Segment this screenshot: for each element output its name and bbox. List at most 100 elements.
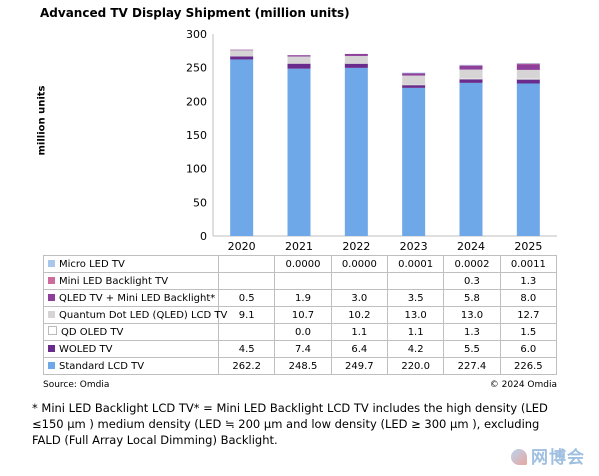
- value-cell: 0.3: [443, 272, 501, 290]
- value-cell: 3.0: [330, 289, 388, 307]
- bar-segment-0: [230, 59, 254, 237]
- legend-swatch: [48, 326, 57, 335]
- table-row: Quantum Dot LED (QLED) LCD TV 9.1 10.7 10.2…: [43, 306, 558, 324]
- value-cell: 0.0000: [274, 255, 332, 273]
- bar-segment-4: [344, 53, 368, 56]
- value-cell: 1.1: [386, 323, 445, 341]
- footnote: * Mini LED Backlight LCD TV* = Mini LED …: [32, 401, 548, 447]
- value-cell: [386, 272, 445, 290]
- value-cell: 6.4: [330, 340, 388, 358]
- legend-swatch: [48, 344, 55, 352]
- value-cell: 0.0000: [330, 255, 388, 273]
- value-cell: [330, 272, 388, 290]
- bar-segment-5: [516, 63, 540, 65]
- value-cell: 3.5: [386, 289, 445, 307]
- bar-segment-2: [459, 78, 483, 80]
- value-cell: [217, 272, 276, 290]
- value-cell: [217, 323, 276, 341]
- watermark-text: 网博会: [531, 448, 585, 468]
- series-label-cell: Standard LCD TV: [43, 357, 219, 375]
- legend-swatch: [48, 310, 55, 318]
- bar-segment-1: [287, 63, 311, 69]
- bar-segment-1: [459, 79, 483, 83]
- bar-segment-4: [230, 49, 254, 51]
- table-row: WOLED TV 4.5 7.4 6.4 4.2 5.5 6.0: [43, 340, 558, 358]
- bar-segment-0: [402, 87, 426, 236]
- value-cell: 4.2: [386, 340, 445, 358]
- legend-swatch: [48, 293, 55, 301]
- bar-segment-3: [230, 50, 254, 57]
- value-cell: 10.2: [330, 306, 388, 324]
- y-tick-label: 100: [186, 163, 207, 176]
- value-cell: 227.4: [443, 357, 501, 375]
- y-tick-label: 0: [200, 230, 207, 243]
- value-cell: 262.2: [217, 357, 276, 375]
- value-cell: 5.8: [443, 289, 501, 307]
- bar-segment-6: [516, 63, 540, 64]
- series-label-cell: Micro LED TV: [43, 255, 219, 273]
- x-tick-label: 2022: [342, 240, 370, 253]
- bar-segment-4: [459, 65, 483, 70]
- value-cell: 13.0: [443, 306, 501, 324]
- legend-swatch: [48, 276, 55, 284]
- value-cell: 5.5: [443, 340, 501, 358]
- value-cell: 0.5: [217, 289, 276, 307]
- bar-segment-1: [344, 63, 368, 68]
- table-row: Mini LED Backlight TV 0.3 1.3: [43, 272, 558, 290]
- x-tick-label: 2024: [457, 240, 485, 253]
- data-table: Micro LED TV 0.0000 0.0000 0.0001 0.0002 0.00…: [43, 255, 558, 375]
- value-cell: 1.3: [443, 323, 501, 341]
- y-tick-label: 200: [186, 95, 207, 108]
- bar-segment-3: [516, 69, 540, 79]
- value-cell: 8.0: [499, 289, 558, 307]
- watermark: 网博会: [511, 443, 585, 468]
- bar-segment-3: [459, 69, 483, 79]
- series-label-cell: QD OLED TV: [43, 323, 219, 341]
- bar-segment-1: [230, 56, 254, 60]
- chart-title: Advanced TV Display Shipment (million un…: [40, 6, 350, 20]
- value-cell: 1.3: [499, 272, 558, 290]
- bar-segment-0: [459, 82, 483, 236]
- bar-segment-4: [402, 73, 426, 76]
- y-tick-label: 250: [186, 62, 207, 75]
- series-label-cell: WOLED TV: [43, 340, 219, 358]
- bar-segment-4: [287, 55, 311, 57]
- value-cell: 249.7: [330, 357, 388, 375]
- legend-swatch: [48, 259, 55, 267]
- bar-segment-2: [401, 84, 426, 86]
- value-cell: 6.0: [499, 340, 558, 358]
- value-cell: 1.5: [499, 323, 558, 341]
- value-cell: 12.7: [499, 306, 558, 324]
- table-row: QD OLED TV 0.0 1.1 1.1 1.3 1.5: [43, 323, 558, 341]
- series-label-cell: QLED TV + Mini LED Backlight*: [43, 289, 219, 307]
- series-label-cell: Mini LED Backlight TV: [43, 272, 219, 290]
- value-cell: 0.0001: [386, 255, 445, 273]
- bar-segment-3: [402, 75, 426, 85]
- copyright-note: © 2024 Omdia: [489, 380, 557, 390]
- value-cell: 226.5: [499, 357, 558, 375]
- table-row: QLED TV + Mini LED Backlight* 0.5 1.9 3.0 3.…: [43, 289, 558, 307]
- value-cell: 7.4: [274, 340, 332, 358]
- bar-segment-0: [287, 68, 311, 236]
- x-tick-label: 2023: [400, 240, 428, 253]
- series-name: Standard LCD TV: [59, 360, 145, 372]
- source-note: Source: Omdia: [43, 380, 110, 390]
- stacked-bar-chart: 0 50 100 150 200 250 300 2020 2021 2022 2023 2024 20…: [186, 28, 557, 253]
- value-cell: [274, 272, 332, 290]
- table-row: Standard LCD TV 262.2 248.5 249.7 220.0 227.4…: [43, 357, 558, 375]
- series-label-cell: Quantum Dot LED (QLED) LCD TV: [43, 306, 227, 324]
- bar-segment-4: [516, 64, 540, 70]
- bar-segment-3: [344, 55, 368, 63]
- x-tick-label: 2025: [514, 240, 542, 253]
- series-name: QD OLED TV: [61, 327, 124, 338]
- table-row: Micro LED TV 0.0000 0.0000 0.0001 0.0002 0.00…: [43, 255, 558, 273]
- bar-segment-1: [516, 79, 540, 84]
- value-cell: 4.5: [217, 340, 276, 358]
- y-tick-label: 150: [186, 129, 207, 142]
- series-name: QLED TV + Mini LED Backlight*: [59, 292, 216, 304]
- value-cell: [217, 255, 276, 273]
- value-cell: 248.5: [274, 357, 332, 375]
- bar-segment-1: [402, 85, 426, 88]
- value-cell: 1.1: [330, 323, 388, 341]
- logo-icon: [511, 449, 527, 465]
